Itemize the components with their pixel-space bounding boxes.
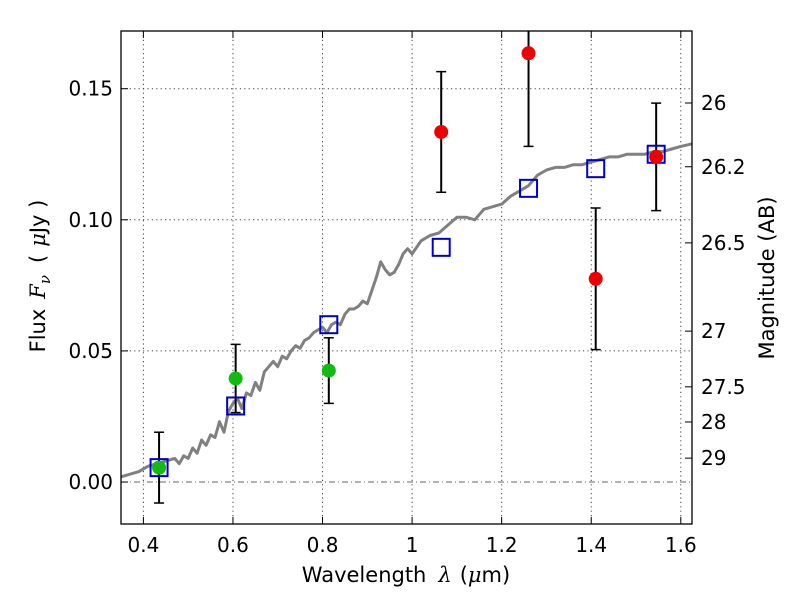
green-data-point: [228, 371, 243, 386]
green-data-point: [321, 363, 336, 378]
x-axis-title: Wavelength λ (μm): [302, 563, 510, 587]
y-axis-title: FluxFν(μJy ): [26, 200, 54, 353]
y2-tick-label: 26: [701, 91, 726, 115]
model-photometry-box: [431, 237, 451, 257]
model-photometry-box: [226, 396, 246, 416]
y2-tick-label: 28: [701, 410, 726, 434]
model-photometry-box: [586, 159, 606, 179]
y-tick-label: 0.10: [68, 208, 113, 232]
model-photometry-box: [319, 315, 339, 335]
x-tick-label: 0.4: [127, 533, 159, 557]
y-tick-label: 0.05: [68, 339, 113, 363]
plot-frame: [120, 30, 693, 525]
model-photometry-box: [519, 178, 539, 198]
y2-tick-label: 27: [701, 319, 726, 343]
x-tick-label: 1.4: [575, 533, 607, 557]
red-data-point: [588, 271, 603, 286]
x-tick-label: 0.6: [217, 533, 249, 557]
x-tick-label: 1.2: [486, 533, 518, 557]
red-data-point: [521, 46, 536, 61]
x-tick-label: 0.8: [307, 533, 339, 557]
red-data-point: [434, 124, 449, 139]
y2-tick-label: 29: [701, 446, 726, 470]
model-sed-curve: [120, 142, 693, 479]
x-tick-label: 1.6: [665, 533, 697, 557]
x-tick-label: 1: [406, 533, 419, 557]
model-photometry-box: [149, 458, 169, 478]
y2-tick-label: 26.2: [701, 155, 746, 179]
y2-tick-label: 26.5: [701, 231, 746, 255]
y-tick-label: 0.15: [68, 77, 113, 101]
red-data-point: [649, 149, 664, 164]
axis-ticks: 0.4 0.6 0.8 1 1.2 1.4 1.6 0.00 0.05 0.10 0.15 26 26.…: [68, 31, 746, 557]
green-data-point: [152, 460, 167, 475]
plot-area: [120, 31, 693, 504]
y2-tick-label: 27.5: [701, 375, 746, 399]
secondary-y-axis-title: Magnitude (AB): [755, 196, 779, 359]
y-tick-label: 0.00: [68, 470, 113, 494]
